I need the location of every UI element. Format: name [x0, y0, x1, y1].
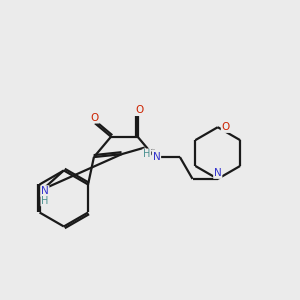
- Text: O: O: [91, 113, 99, 123]
- Text: N: N: [153, 152, 160, 162]
- Text: N: N: [41, 186, 49, 196]
- Text: H: H: [143, 149, 151, 159]
- Text: methyl: methyl: [151, 149, 156, 150]
- Text: H: H: [41, 196, 49, 206]
- Text: O: O: [135, 105, 143, 115]
- Text: N: N: [214, 168, 222, 178]
- Text: O: O: [221, 122, 230, 132]
